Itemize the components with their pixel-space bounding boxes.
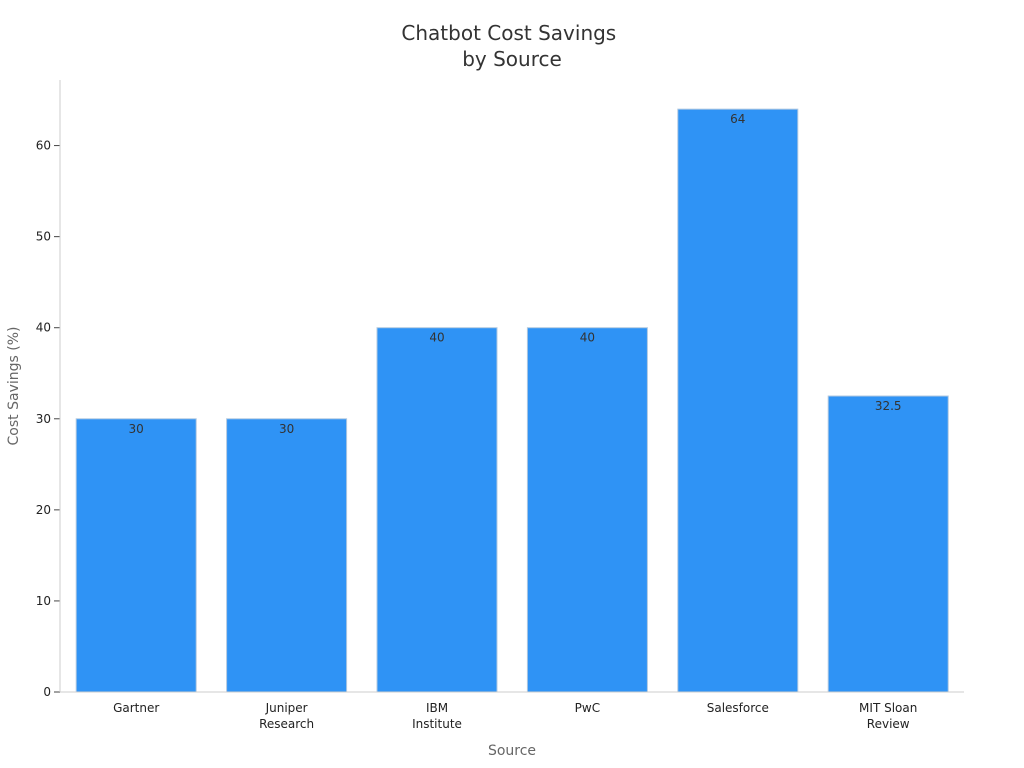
bar-value-label: 30	[129, 422, 144, 436]
bar	[526, 327, 648, 693]
y-tick-label: 50	[36, 230, 51, 244]
x-tick-label: IBM Institute	[412, 701, 462, 731]
x-axis-label: Source	[488, 743, 536, 759]
y-tick-label: 0	[43, 685, 51, 699]
x-tick-label: MIT Sloan Review	[859, 701, 917, 731]
x-tick-label: Gartner	[113, 701, 159, 715]
bar	[75, 418, 197, 693]
chart-title-line-2: by Source	[462, 47, 562, 71]
plot-area: 0 10 20 30 40 50 60 30 Gartner 30 Juniper Research 4…	[36, 108, 949, 731]
bar-value-label: 32.5	[875, 399, 902, 413]
bar	[376, 327, 498, 693]
y-tick-label: 10	[36, 594, 51, 608]
bar-value-label: 40	[580, 331, 595, 345]
chart-title: Chatbot Cost Savings by Source	[401, 21, 622, 71]
bar	[226, 418, 348, 693]
bar-value-label: 40	[429, 331, 444, 345]
bar	[677, 108, 799, 693]
y-tick-label: 40	[36, 321, 51, 335]
x-tick-label: PwC	[575, 701, 600, 715]
y-tick-label: 20	[36, 503, 51, 517]
x-tick-label: Juniper Research	[259, 701, 314, 731]
bar-value-label: 30	[279, 422, 294, 436]
bar	[827, 395, 949, 693]
chart-title-line-1: Chatbot Cost Savings	[401, 21, 616, 45]
y-axis-label: Cost Savings (%)	[6, 327, 22, 446]
y-tick-label: 30	[36, 412, 51, 426]
bar-value-label: 64	[730, 112, 745, 126]
y-tick-label: 60	[36, 139, 51, 153]
x-tick-label: Salesforce	[707, 701, 769, 715]
